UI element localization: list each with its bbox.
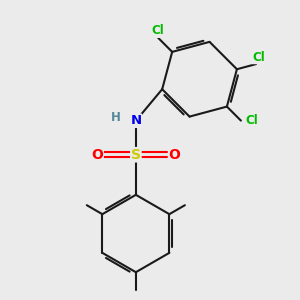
Text: Cl: Cl	[252, 50, 265, 64]
Text: Cl: Cl	[245, 114, 258, 127]
Text: H: H	[111, 111, 121, 124]
Text: N: N	[130, 114, 141, 127]
Text: O: O	[91, 148, 103, 162]
Text: S: S	[131, 148, 141, 162]
Text: Cl: Cl	[152, 24, 164, 37]
Text: O: O	[169, 148, 181, 162]
